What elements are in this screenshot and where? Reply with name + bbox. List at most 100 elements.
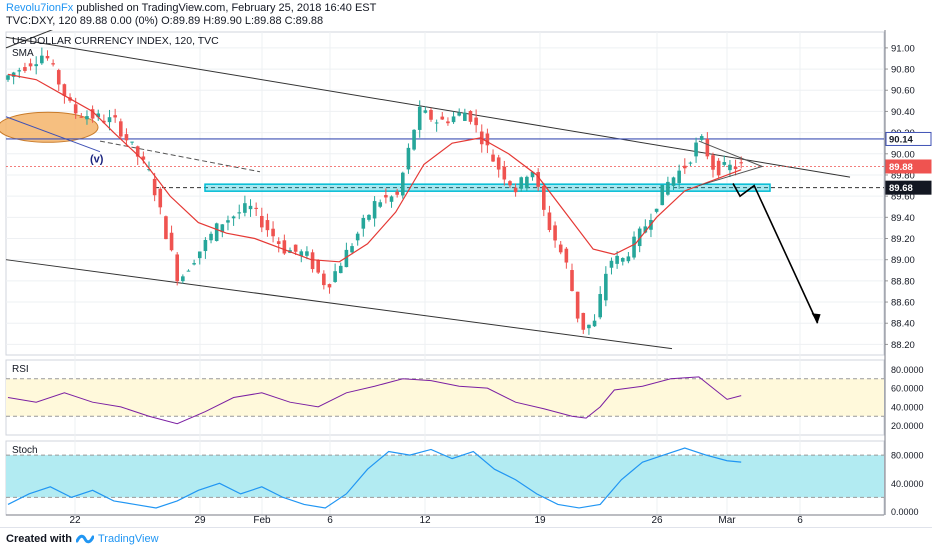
candle-body (434, 122, 439, 124)
tradingview-logo-icon (76, 534, 94, 544)
candle-body (355, 233, 360, 241)
candle-body (322, 273, 326, 286)
stoch-axis-label: 80.0000 (891, 451, 924, 461)
candle-body (361, 217, 366, 229)
rsi-axis-label: 20.0000 (891, 421, 924, 431)
candle-body (406, 147, 411, 170)
candle-body (699, 136, 704, 140)
price-tag-label: 89.68 (889, 183, 913, 194)
candle-body (468, 110, 473, 122)
candle-body (51, 63, 55, 65)
author-link[interactable]: Revolu7ionFx (6, 2, 74, 14)
candle-body (11, 72, 16, 77)
price-tag (885, 131, 932, 146)
projection-arrow (732, 183, 819, 324)
candle-body (643, 226, 648, 233)
candle-body (28, 63, 33, 67)
candle-body (102, 120, 106, 123)
candle-body (513, 187, 518, 193)
rsi-axis-label: 60.0000 (891, 384, 924, 394)
candle-body (733, 166, 738, 170)
candle-body (474, 117, 478, 126)
candle-body (530, 171, 535, 178)
candle-body (316, 259, 320, 273)
tradingview-brand[interactable]: TradingView (98, 533, 159, 545)
candle-body (141, 156, 146, 160)
candle-body (310, 252, 315, 270)
rsi-title: RSI (12, 364, 29, 375)
candle-body (226, 220, 230, 223)
price-tag-label: 90.14 (889, 134, 913, 145)
candle-body (367, 214, 371, 220)
x-tick-label: 19 (534, 515, 546, 525)
x-tick-label: 6 (327, 515, 333, 525)
candle-body (694, 142, 698, 157)
candle-body (17, 70, 22, 72)
footer: Created with TradingView (0, 527, 932, 551)
candle-body (186, 270, 191, 272)
candle-body (711, 155, 715, 170)
candle-body (671, 177, 676, 186)
candle-body (124, 134, 129, 141)
candle-body (496, 157, 501, 170)
candle-body (203, 239, 208, 252)
candle-body (592, 320, 597, 327)
candle-body (73, 104, 78, 114)
chart-canvas[interactable]: 22 29 Feb 6 12 19 26 Mar 6 91.00 90.80 90.60 90.40 90… (0, 30, 932, 525)
price-axis-label: 89.80 (891, 170, 915, 181)
x-tick-label: Mar (718, 515, 736, 525)
price-axis-label: 91.00 (891, 43, 915, 54)
price-axis-label: 89.60 (891, 192, 915, 203)
candle-body (56, 70, 61, 85)
candle-body (344, 249, 349, 268)
price-axis-label: 88.40 (891, 319, 915, 330)
sma-label: SMA (12, 48, 34, 59)
candle-body (491, 154, 495, 162)
wave-line (5, 116, 101, 153)
rsi-axis-label: 40.0000 (891, 402, 924, 412)
channel-lower-line (5, 259, 673, 350)
candle-body (479, 131, 484, 145)
candle-body (119, 121, 123, 137)
corner-line (5, 30, 53, 49)
candle-body (598, 294, 602, 318)
candle-body (536, 172, 540, 187)
candle-body (192, 263, 196, 265)
candle-body (338, 265, 343, 274)
candle-body (575, 291, 580, 319)
candle-body (79, 116, 84, 118)
support-zone (204, 183, 771, 192)
candle-body (395, 191, 399, 195)
candle-body (423, 110, 428, 113)
candle-body (350, 246, 354, 253)
candle-body (96, 113, 101, 118)
candle-body (231, 216, 236, 219)
candle-body (508, 181, 512, 186)
candle-body (175, 254, 179, 282)
candle-body (626, 256, 631, 262)
sma-line (7, 73, 742, 263)
candle-body (683, 165, 687, 169)
x-tick-label: 6 (797, 515, 803, 525)
candle-body (451, 116, 456, 123)
candle-body (260, 215, 264, 228)
channel-upper-line (5, 36, 851, 178)
candle-body (305, 251, 309, 256)
price-axis-label: 88.20 (891, 340, 915, 351)
chart-header: Revolu7ionFx published on TradingView.co… (0, 0, 932, 30)
price-axis-label: 89.20 (891, 234, 915, 245)
candle-body (440, 116, 445, 120)
chart-title: US DOLLAR CURRENCY INDEX, 120, TVC (12, 35, 219, 47)
candle-body (677, 170, 681, 184)
candle-body (271, 228, 275, 237)
publish-line: Revolu7ionFx published on TradingView.co… (6, 2, 376, 14)
stoch-title: Stoch (12, 445, 38, 456)
price-tag (885, 180, 932, 195)
price-axis-label: 90.60 (891, 86, 915, 97)
candle-body (248, 205, 253, 210)
stoch-axis-label: 40.0000 (891, 479, 924, 489)
candle-body (169, 232, 174, 251)
candle-body (130, 141, 134, 143)
candle-body (660, 184, 665, 206)
candle-body (152, 178, 157, 196)
